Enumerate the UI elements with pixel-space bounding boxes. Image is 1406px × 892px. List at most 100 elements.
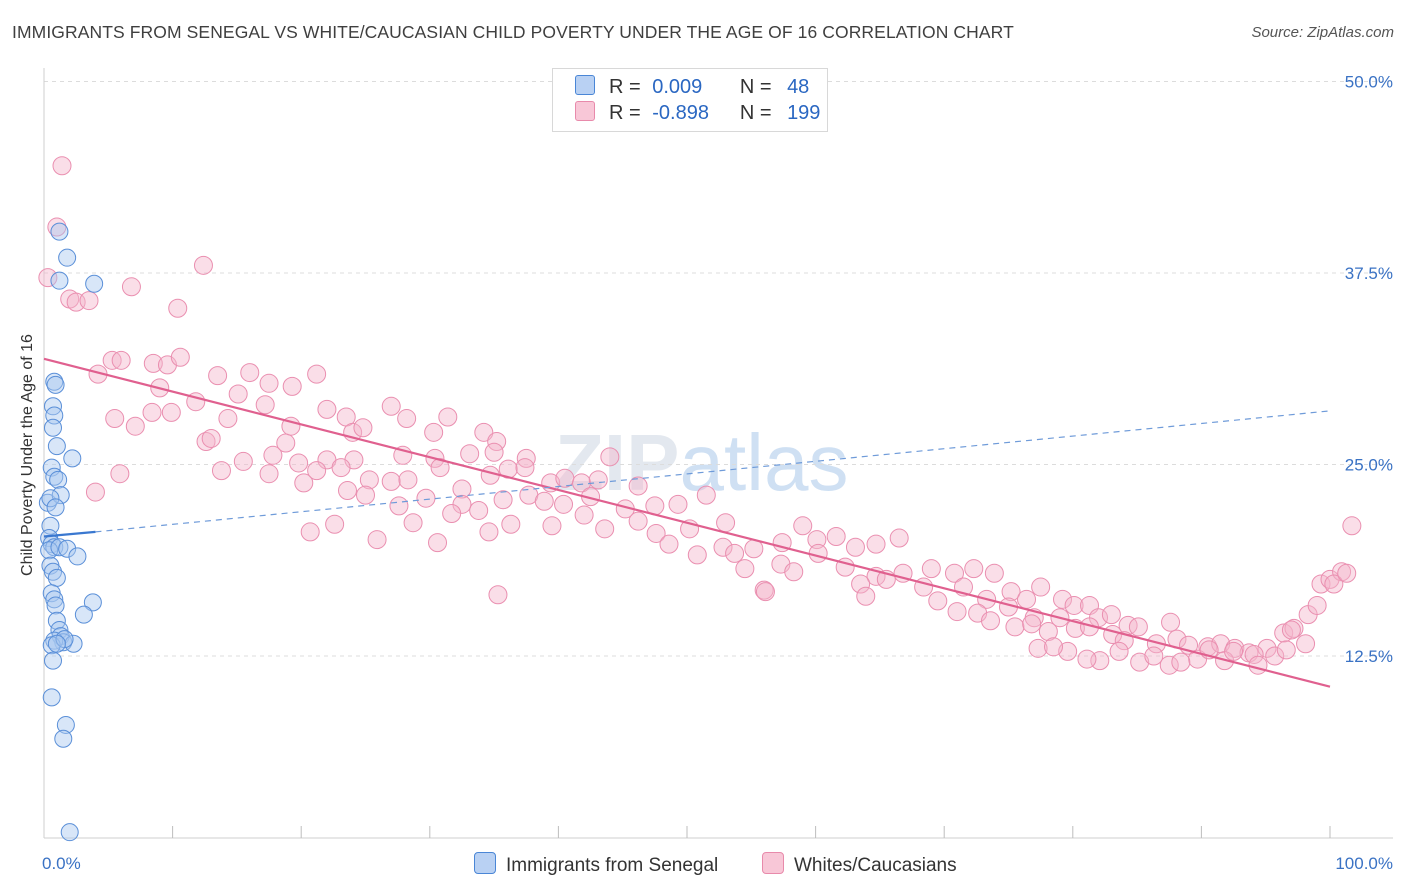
point-whites — [307, 364, 327, 384]
point-whites — [1337, 563, 1357, 583]
point-whites — [851, 574, 871, 594]
point-whites — [628, 476, 648, 496]
point-whites — [398, 470, 418, 490]
point-whites — [300, 522, 320, 542]
point-whites — [85, 482, 105, 502]
point-whites — [52, 156, 72, 176]
point-whites — [1109, 641, 1129, 661]
point-whites — [469, 500, 489, 520]
point-whites — [646, 523, 666, 543]
point-whites — [1128, 617, 1148, 637]
point-whites — [143, 353, 163, 373]
point-whites — [452, 479, 472, 499]
legend-n-label: N = — [739, 102, 772, 124]
point-whites — [725, 543, 745, 563]
point-senegal — [45, 590, 64, 609]
point-whites — [484, 442, 504, 462]
y-tick-label: 37.5% — [1345, 264, 1393, 283]
point-senegal — [44, 418, 63, 437]
point-whites — [111, 350, 131, 370]
point-whites — [1144, 646, 1164, 666]
point-whites — [856, 586, 876, 606]
x-tick-label: 100.0% — [1335, 854, 1393, 873]
point-whites — [1028, 638, 1048, 658]
point-senegal — [47, 437, 66, 456]
trend-whites — [43, 357, 1331, 688]
point-whites — [325, 514, 345, 534]
point-whites — [110, 464, 130, 484]
point-whites — [1296, 634, 1316, 654]
point-whites — [353, 418, 373, 438]
point-whites — [534, 491, 554, 511]
legend-r-label: R = — [609, 102, 641, 124]
point-whites — [1058, 641, 1078, 661]
point-whites — [416, 488, 436, 508]
point-senegal — [63, 449, 82, 468]
point-whites — [142, 402, 162, 422]
point-whites — [1265, 646, 1285, 666]
point-whites — [984, 563, 1004, 583]
point-whites — [1224, 641, 1244, 661]
point-whites — [47, 217, 67, 237]
point-whites — [259, 373, 279, 393]
watermark-atlas: atlas — [679, 418, 848, 507]
point-whites — [735, 559, 755, 579]
point-whites — [38, 268, 58, 288]
legend-item-senegal[interactable]: Immigrants from Senegal — [474, 852, 718, 877]
legend-row-whites: R = -0.898 N = 199 — [575, 101, 820, 125]
point-senegal — [47, 568, 66, 587]
point-whites — [294, 473, 314, 493]
point-whites — [687, 545, 707, 565]
point-whites — [1077, 649, 1097, 669]
point-whites — [337, 481, 357, 501]
point-whites — [168, 298, 188, 318]
series-legend: Immigrants from Senegal Whites/Caucasian… — [0, 852, 1406, 880]
point-whites — [807, 530, 827, 550]
point-whites — [713, 537, 733, 557]
point-whites — [1281, 620, 1301, 640]
point-senegal — [46, 596, 65, 615]
point-whites — [845, 537, 865, 557]
point-whites — [696, 485, 716, 505]
point-whites — [228, 384, 248, 404]
point-whites — [1161, 612, 1181, 632]
point-whites — [600, 447, 620, 467]
legend-swatch-blue — [575, 75, 595, 95]
point-whites — [161, 402, 181, 422]
point-whites — [755, 582, 775, 602]
point-whites — [628, 511, 648, 531]
point-whites — [793, 516, 813, 536]
stats-legend: R = 0.009 N = 48 R = -0.898 N = 199 — [552, 68, 828, 132]
point-whites — [359, 470, 379, 490]
point-whites — [424, 422, 444, 442]
chart-title: IMMIGRANTS FROM SENEGAL VS WHITE/CAUCASI… — [12, 22, 1014, 42]
y-tick-label: 25.0% — [1345, 456, 1393, 475]
point-whites — [79, 291, 99, 311]
point-senegal — [74, 605, 93, 624]
point-whites — [211, 461, 231, 481]
legend-item-whites[interactable]: Whites/Caucasians — [762, 852, 957, 877]
legend-row-senegal: R = 0.009 N = 48 — [575, 75, 809, 99]
point-whites — [193, 255, 213, 275]
point-whites — [588, 470, 608, 490]
point-whites — [866, 534, 886, 554]
point-senegal — [50, 222, 69, 241]
point-whites — [201, 428, 221, 448]
point-whites — [1005, 617, 1025, 637]
point-whites — [659, 534, 679, 554]
point-whites — [1307, 595, 1327, 615]
legend-n-value: 48 — [787, 76, 810, 98]
point-whites — [438, 407, 458, 427]
point-senegal — [83, 593, 102, 612]
point-whites — [574, 505, 594, 525]
point-whites — [889, 528, 909, 548]
point-whites — [754, 580, 774, 600]
point-senegal — [45, 372, 64, 391]
point-whites — [1248, 655, 1268, 675]
point-whites — [105, 409, 125, 429]
point-whites — [1225, 638, 1245, 658]
point-whites — [1017, 589, 1037, 609]
point-whites — [668, 494, 688, 514]
point-senegal — [54, 729, 73, 748]
series-senegal-points — [38, 222, 104, 842]
